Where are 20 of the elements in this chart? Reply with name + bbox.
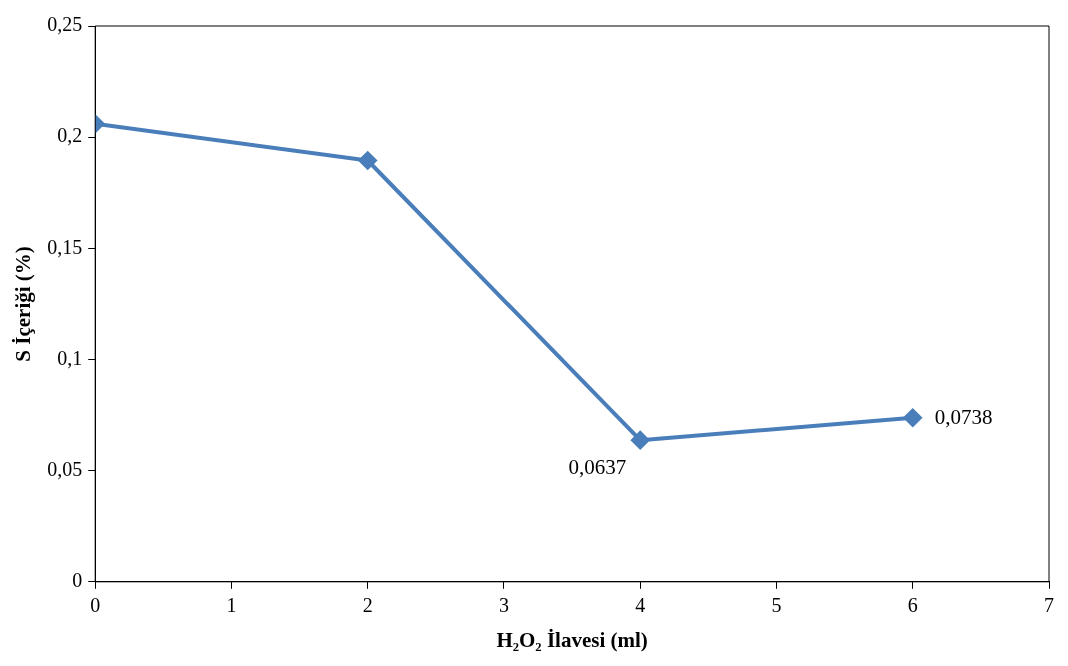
x-tick-label: 4: [635, 594, 646, 617]
data-label: 0,0637: [568, 455, 627, 480]
data-label: 0,0738: [934, 405, 993, 430]
y-tick-label: 0,15: [47, 235, 83, 258]
y-tick-label: 0,1: [57, 346, 83, 369]
point: [631, 431, 650, 450]
x-tick-label: 7: [1044, 594, 1054, 617]
y-tick-label: 0,25: [47, 13, 83, 36]
x-tick-label: 2: [362, 594, 373, 617]
y-tick-label: 0,2: [57, 124, 83, 147]
point: [903, 408, 922, 427]
y-tick-label: 0: [72, 569, 83, 592]
x-tick-label: 6: [907, 594, 918, 617]
y-tick-label: 0,05: [47, 457, 83, 480]
y-axis-title: S İçeriği (%): [11, 246, 36, 362]
x-tick-label: 0: [90, 594, 101, 617]
x-axis-title: H₂O₂ İlavesi (ml): [496, 627, 648, 652]
x-tick-label: 3: [498, 594, 509, 617]
x-tick-label: 5: [771, 594, 782, 617]
x-tick-label: 1: [226, 594, 237, 617]
